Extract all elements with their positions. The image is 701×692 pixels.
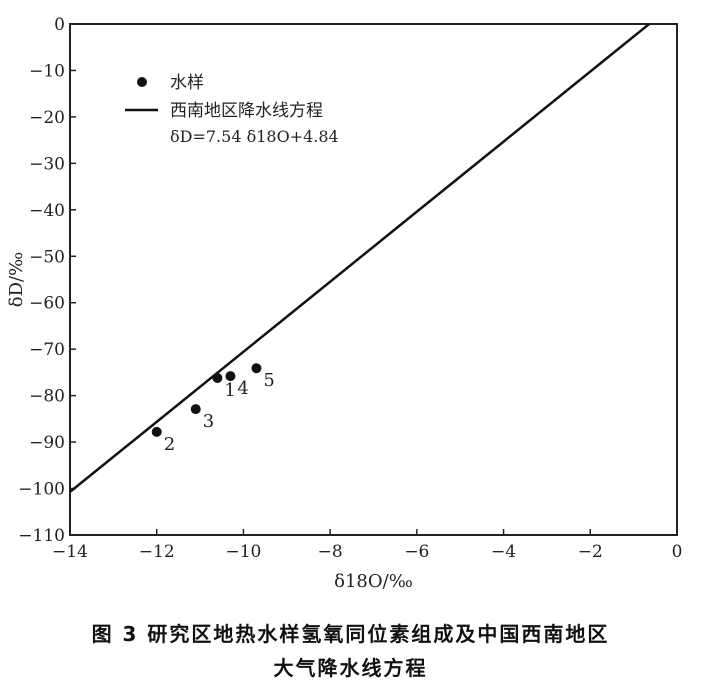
point-label-2: 2 xyxy=(164,434,175,455)
data-point-3 xyxy=(190,404,201,415)
data-point-2 xyxy=(151,426,162,437)
x-axis-label: δ18O/‰ xyxy=(334,571,413,592)
data-point-4 xyxy=(225,371,236,382)
point-label-4: 4 xyxy=(237,378,248,399)
y-tick-label: −110 xyxy=(18,526,65,546)
y-tick-label: −50 xyxy=(29,247,65,267)
y-axis-label: δD/‰ xyxy=(6,252,27,308)
x-tick-label: −10 xyxy=(225,542,261,562)
scatter-chart: −14 −12 −10 −8 −6 −4 −2 00−10−20−30−40−50−60−70… xyxy=(6,15,683,592)
y-tick-label: −90 xyxy=(29,433,65,453)
y-tick-label: −80 xyxy=(29,387,65,407)
x-tick-label: −6 xyxy=(404,542,429,562)
x-tick-label: −8 xyxy=(318,542,343,562)
y-tick-label: −60 xyxy=(29,294,65,314)
meteoric-water-line xyxy=(69,23,650,493)
x-tick-label: −2 xyxy=(578,542,603,562)
caption-line-1: 图 3 研究区地热水样氢氧同位素组成及中国西南地区 xyxy=(91,622,610,646)
y-tick-label: −10 xyxy=(29,61,65,81)
point-label-3: 3 xyxy=(203,411,214,432)
plot-frame xyxy=(69,23,678,536)
x-tick-label: −12 xyxy=(139,542,175,562)
legend-equation: δD=7.54 δ18O+4.84 xyxy=(170,127,339,146)
y-tick-label: −40 xyxy=(29,201,65,221)
legend-label-line: 西南地区降水线方程 xyxy=(170,101,323,121)
data-point-1 xyxy=(212,372,223,383)
legend-label-samples: 水样 xyxy=(170,73,204,93)
y-tick-label: −70 xyxy=(29,340,65,360)
legend-marker-dot xyxy=(137,77,147,87)
point-label-5: 5 xyxy=(263,370,274,391)
y-tick-label: −20 xyxy=(29,108,65,128)
x-tick-label: 0 xyxy=(672,542,683,562)
point-label-1: 1 xyxy=(224,380,235,401)
data-point-5 xyxy=(251,363,262,374)
caption-line-2: 大气降水线方程 xyxy=(273,656,428,680)
x-tick-label: −14 xyxy=(52,542,88,562)
x-tick-label: −4 xyxy=(491,542,516,562)
y-tick-label: −30 xyxy=(29,154,65,174)
y-tick-label: 0 xyxy=(54,15,65,35)
y-tick-label: −100 xyxy=(18,480,65,500)
